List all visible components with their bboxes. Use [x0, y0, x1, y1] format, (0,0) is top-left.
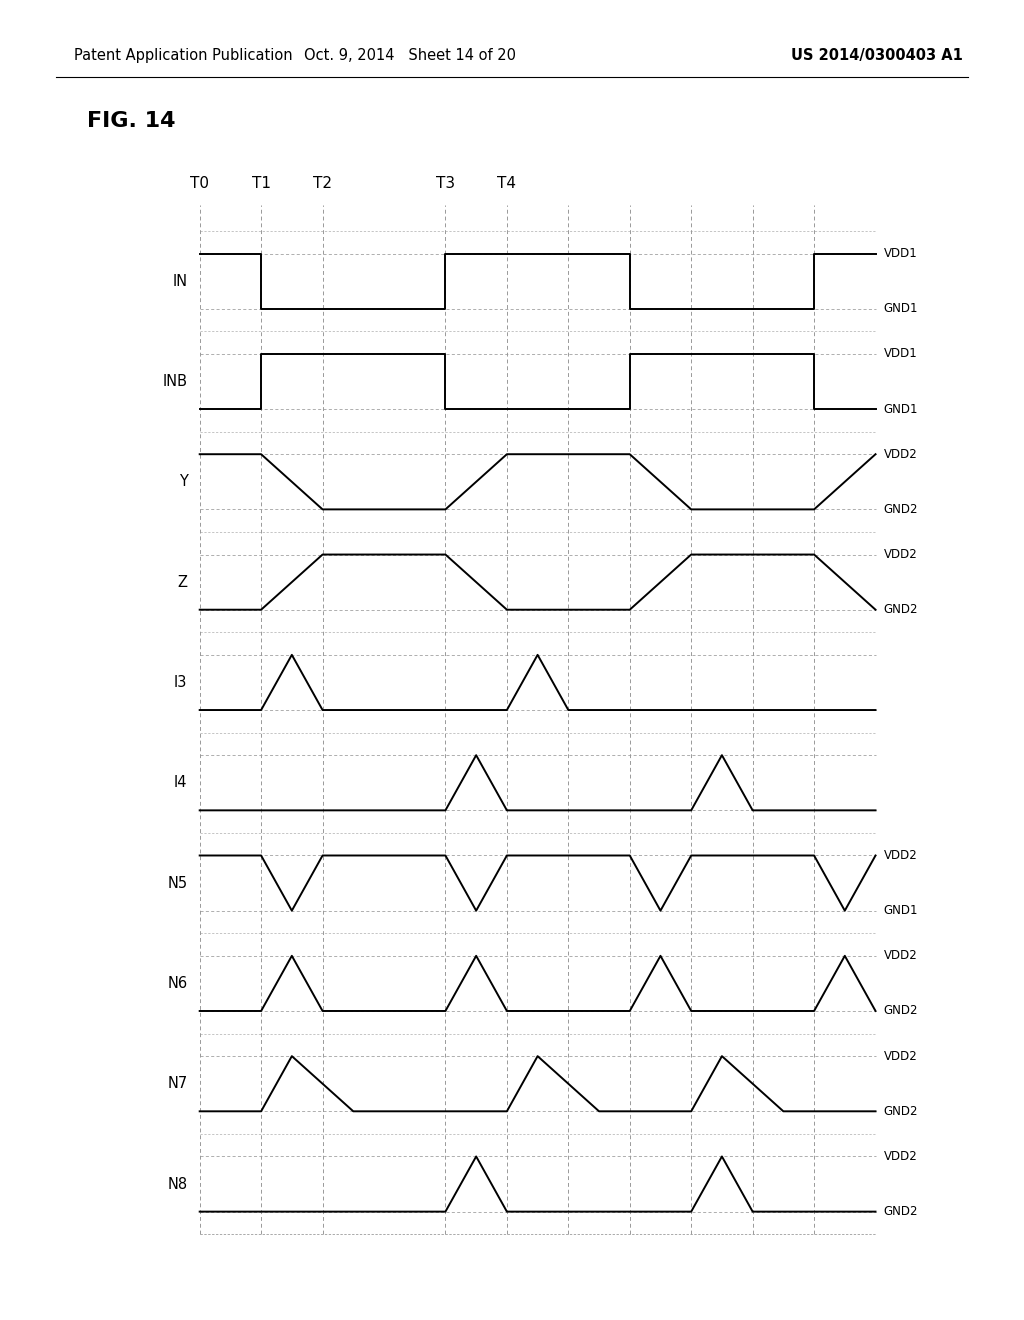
Text: N8: N8 — [167, 1176, 187, 1192]
Text: N6: N6 — [167, 975, 187, 991]
Text: VDD2: VDD2 — [884, 849, 918, 862]
Text: VDD2: VDD2 — [884, 447, 918, 461]
Text: VDD2: VDD2 — [884, 1049, 918, 1063]
Text: T2: T2 — [313, 177, 332, 191]
Text: Patent Application Publication: Patent Application Publication — [74, 48, 293, 63]
Text: I4: I4 — [174, 775, 187, 791]
Text: GND2: GND2 — [884, 603, 919, 616]
Text: IN: IN — [172, 273, 187, 289]
Text: FIG. 14: FIG. 14 — [87, 111, 175, 132]
Text: N7: N7 — [167, 1076, 187, 1092]
Text: Oct. 9, 2014   Sheet 14 of 20: Oct. 9, 2014 Sheet 14 of 20 — [303, 48, 516, 63]
Text: VDD2: VDD2 — [884, 1150, 918, 1163]
Text: GND1: GND1 — [884, 904, 919, 917]
Text: US 2014/0300403 A1: US 2014/0300403 A1 — [791, 48, 963, 63]
Text: VDD1: VDD1 — [884, 247, 918, 260]
Text: T1: T1 — [252, 177, 270, 191]
Text: GND1: GND1 — [884, 302, 919, 315]
Text: GND2: GND2 — [884, 1105, 919, 1118]
Text: GND1: GND1 — [884, 403, 919, 416]
Text: VDD2: VDD2 — [884, 949, 918, 962]
Text: N5: N5 — [167, 875, 187, 891]
Text: VDD2: VDD2 — [884, 548, 918, 561]
Text: INB: INB — [163, 374, 187, 389]
Text: Y: Y — [178, 474, 187, 490]
Text: Z: Z — [177, 574, 187, 590]
Text: GND2: GND2 — [884, 1005, 919, 1018]
Text: T0: T0 — [190, 177, 209, 191]
Text: T3: T3 — [436, 177, 455, 191]
Text: VDD1: VDD1 — [884, 347, 918, 360]
Text: I3: I3 — [174, 675, 187, 690]
Text: GND2: GND2 — [884, 1205, 919, 1218]
Text: T4: T4 — [498, 177, 516, 191]
Text: GND2: GND2 — [884, 503, 919, 516]
